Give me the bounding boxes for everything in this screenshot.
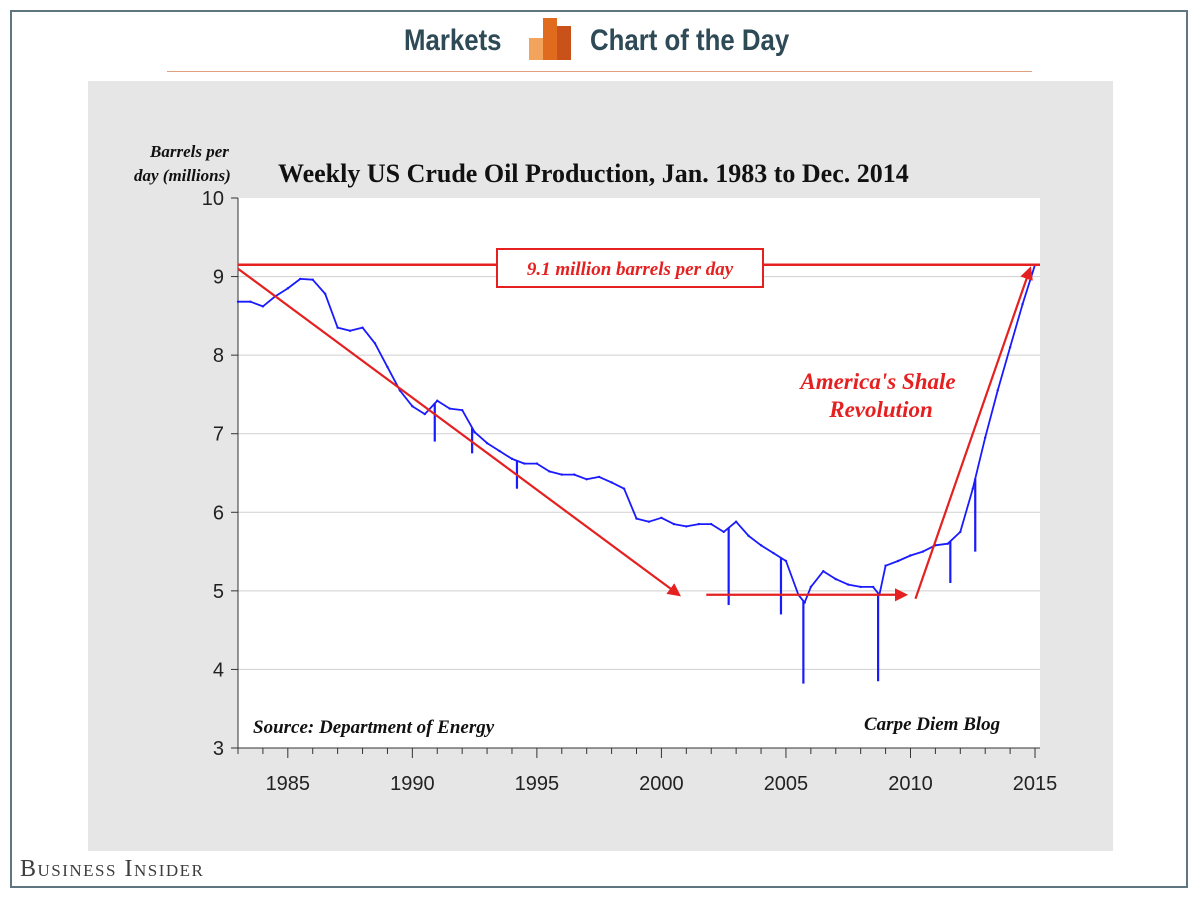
data-point [784, 559, 788, 563]
header-divider [167, 71, 1032, 72]
data-point [697, 522, 700, 526]
brand-logo: Business Insider [20, 856, 205, 882]
data-point [996, 389, 999, 392]
y-axis-label-line2: day (millions) [134, 166, 231, 185]
data-point [336, 326, 339, 329]
data-point [710, 522, 713, 526]
shale-label-line1: America's Shale [798, 369, 955, 394]
data-point [1008, 346, 1012, 349]
y-tick-label: 3 [213, 738, 224, 760]
data-point [523, 462, 526, 465]
x-tick-label: 1985 [266, 773, 311, 795]
series-layer [236, 263, 1037, 684]
data-point [411, 405, 414, 408]
data-point [610, 481, 613, 484]
data-point [747, 534, 750, 538]
data-point [896, 559, 900, 563]
y-tick-label: 8 [213, 345, 224, 367]
data-point [436, 399, 439, 402]
data-point [448, 407, 451, 410]
data-point [573, 473, 576, 476]
data-point [373, 342, 377, 345]
x-tick-label: 2005 [764, 773, 809, 795]
data-point [460, 408, 464, 412]
data-point [822, 570, 825, 573]
data-point [498, 449, 501, 453]
data-point [236, 300, 240, 303]
bar-chart-icon [529, 18, 571, 60]
shale-label-line2: Revolution [828, 397, 933, 422]
data-point [884, 564, 887, 567]
trend-arrow [237, 267, 681, 597]
data-point [585, 478, 588, 481]
chart-of-the-day-label[interactable]: Chart of the Day [590, 24, 790, 57]
data-point [722, 530, 725, 534]
data-point [597, 475, 601, 479]
x-tick-label: 2000 [639, 773, 684, 795]
data-point [635, 517, 638, 520]
data-point [323, 292, 327, 296]
credit-label: Carpe Diem Blog [864, 714, 1000, 735]
y-tick-label: 9 [213, 267, 224, 289]
x-tick-label: 1990 [390, 773, 435, 795]
x-tick-label: 1995 [515, 773, 560, 795]
annotations: Barrels per day (millions) Weekly US Cru… [134, 142, 1040, 738]
data-point [510, 457, 514, 461]
markets-label[interactable]: Markets [404, 24, 502, 57]
data-point [959, 530, 962, 534]
data-point [734, 520, 738, 523]
data-point [348, 329, 352, 332]
data-point [261, 305, 265, 308]
data-point [473, 430, 476, 434]
data-point [859, 585, 862, 589]
line-label-box [496, 248, 764, 288]
data-point [672, 522, 676, 526]
x-tick-label: 2015 [1013, 773, 1058, 795]
data-point [809, 585, 813, 589]
chart-title: Weekly US Crude Oil Production, Jan. 198… [278, 159, 909, 188]
data-point [485, 441, 489, 445]
header: Markets Chart of the Day [0, 18, 1200, 68]
plot-area [238, 198, 1040, 748]
data-point [909, 554, 912, 557]
data-point [311, 278, 314, 281]
data-point [535, 462, 539, 465]
data-point [423, 412, 427, 416]
y-tick-label: 7 [213, 424, 224, 446]
line-label: 9.1 million barrels per day [527, 259, 734, 280]
data-point [772, 551, 775, 555]
axes: 3 4 5 6 7 8 9 10 1985 1990 1995 2000 2005 2010 2015 [202, 188, 1058, 795]
data-point [984, 436, 987, 439]
y-tick-label: 5 [213, 581, 224, 603]
data-point [622, 487, 626, 490]
data-point [971, 487, 974, 490]
data-point [871, 585, 875, 589]
y-tick-label: 4 [213, 659, 224, 681]
data-point [759, 544, 763, 547]
y-tick-label: 6 [213, 502, 224, 524]
data-point [847, 583, 850, 586]
data-point [647, 520, 651, 523]
trend-arrow [914, 266, 1033, 600]
data-point [361, 326, 364, 329]
data-point [560, 473, 563, 476]
y-tick-label: 10 [202, 188, 224, 210]
data-point [660, 516, 663, 519]
gridlines [238, 276, 1040, 670]
data-point [834, 577, 837, 581]
data-point [548, 470, 551, 473]
y-axis-label-line1: Barrels per [149, 142, 229, 161]
data-point [386, 365, 389, 369]
data-point [685, 525, 688, 528]
data-point [921, 550, 925, 553]
x-tick-label: 2010 [888, 773, 933, 795]
data-point [286, 287, 290, 290]
data-point [946, 542, 950, 545]
data-point [299, 277, 302, 281]
data-point [1021, 302, 1024, 306]
source-label: Source: Department of Energy [253, 717, 495, 738]
data-point [249, 300, 252, 303]
